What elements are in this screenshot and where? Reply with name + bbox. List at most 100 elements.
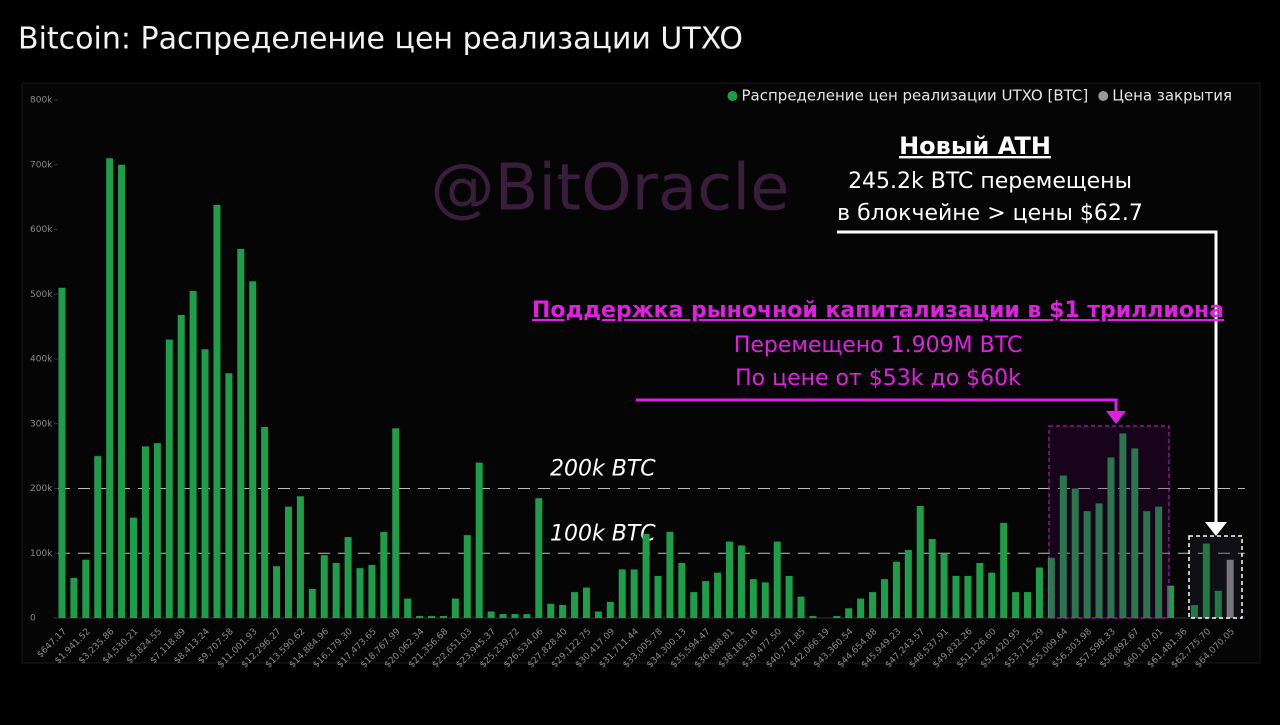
bar bbox=[892, 561, 900, 618]
bar bbox=[702, 581, 710, 618]
y-tick-label: 0 bbox=[30, 614, 36, 624]
legend-label: Распределение цен реализации UTXO [BTC] bbox=[742, 87, 1089, 105]
bar bbox=[1083, 511, 1091, 618]
bar bbox=[642, 533, 650, 618]
support-line: По цене от $53k до $60k bbox=[735, 366, 1021, 391]
bar bbox=[380, 531, 388, 618]
bar bbox=[749, 579, 757, 618]
bar bbox=[1167, 585, 1175, 618]
bar bbox=[737, 545, 745, 618]
bar bbox=[1000, 522, 1008, 618]
bar bbox=[618, 569, 626, 618]
bar bbox=[284, 506, 292, 618]
bar bbox=[904, 550, 912, 618]
y-tick-label: 200k bbox=[30, 484, 53, 494]
bar bbox=[1107, 457, 1115, 618]
bar bbox=[523, 614, 531, 618]
bar bbox=[141, 446, 149, 618]
bar bbox=[594, 611, 602, 618]
bar bbox=[118, 164, 126, 618]
y-tick-label: 700k bbox=[30, 160, 53, 170]
bar bbox=[392, 428, 400, 618]
bar bbox=[916, 505, 924, 618]
bar bbox=[344, 537, 352, 618]
bar bbox=[726, 541, 734, 618]
bar bbox=[1226, 559, 1234, 618]
bar bbox=[296, 496, 304, 618]
bar bbox=[451, 598, 459, 618]
reference-label: 100k BTC bbox=[550, 521, 656, 546]
bar bbox=[857, 598, 865, 618]
bar bbox=[1155, 506, 1163, 618]
bar bbox=[320, 555, 328, 618]
support-arrow-head bbox=[1106, 411, 1126, 424]
legend-label: Цена закрытия bbox=[1112, 87, 1232, 105]
bar bbox=[833, 616, 841, 618]
bar bbox=[213, 204, 221, 618]
bar bbox=[773, 541, 781, 618]
bar bbox=[237, 248, 245, 619]
ath-line: 245.2k BTC перемещены bbox=[848, 169, 1132, 194]
bar bbox=[606, 601, 614, 618]
bar bbox=[1059, 475, 1067, 618]
bar bbox=[177, 314, 185, 618]
bar bbox=[1131, 448, 1139, 618]
bar bbox=[785, 575, 793, 618]
ath-arrow-head bbox=[1205, 522, 1227, 536]
bar bbox=[928, 539, 936, 618]
bar bbox=[809, 616, 817, 618]
plot: 0 100k 200k 300k 400k 500k 600k 700k 800k 200k BT… bbox=[30, 96, 1245, 670]
ath-box bbox=[1188, 535, 1243, 619]
bar bbox=[82, 559, 90, 618]
bar bbox=[666, 531, 674, 618]
support-arrow bbox=[636, 398, 1118, 414]
y-tick-label: 800k bbox=[30, 96, 53, 106]
bar bbox=[654, 575, 662, 618]
bar bbox=[678, 562, 686, 618]
support-title: Поддержка рыночной капитализации в $1 тр… bbox=[532, 298, 1224, 323]
y-tick-label: 600k bbox=[30, 225, 53, 235]
bar bbox=[439, 616, 447, 618]
y-tick-label: 100k bbox=[30, 549, 53, 559]
bar bbox=[630, 569, 638, 618]
bar bbox=[189, 291, 197, 618]
ath-arrow bbox=[837, 230, 1218, 532]
y-tick-label: 500k bbox=[30, 290, 53, 300]
chart-title: Bitcoin: Распределение цен реализации UT… bbox=[18, 22, 743, 57]
bar bbox=[845, 608, 853, 618]
legend-swatch bbox=[727, 91, 738, 101]
bar bbox=[1024, 592, 1032, 618]
bar bbox=[940, 553, 948, 618]
bar bbox=[797, 596, 805, 618]
bar bbox=[1095, 503, 1103, 618]
y-tick-label: 300k bbox=[30, 419, 53, 429]
bar bbox=[1119, 433, 1127, 618]
bar bbox=[547, 603, 555, 618]
bar bbox=[356, 568, 364, 618]
bar bbox=[964, 575, 972, 618]
bar bbox=[761, 582, 769, 618]
watermark: @BitOracle bbox=[430, 152, 789, 226]
bar bbox=[869, 592, 877, 618]
bar bbox=[332, 562, 340, 618]
bar bbox=[976, 562, 984, 618]
bar bbox=[58, 287, 66, 618]
bar bbox=[249, 281, 257, 618]
bar bbox=[1190, 605, 1198, 618]
bar bbox=[106, 158, 114, 618]
bar bbox=[475, 462, 483, 618]
bar bbox=[988, 572, 996, 618]
bar bbox=[368, 564, 376, 618]
bar bbox=[499, 614, 507, 618]
bar bbox=[535, 498, 543, 618]
ath-line: в блокчейне > цены $62.7 bbox=[837, 201, 1143, 226]
bar bbox=[690, 592, 698, 618]
y-tick-label: 400k bbox=[30, 355, 53, 365]
bar bbox=[416, 616, 424, 618]
bar bbox=[1214, 590, 1222, 618]
ath-title: Новый ATH bbox=[899, 132, 1051, 160]
bar bbox=[404, 598, 412, 618]
bar bbox=[1143, 511, 1151, 618]
